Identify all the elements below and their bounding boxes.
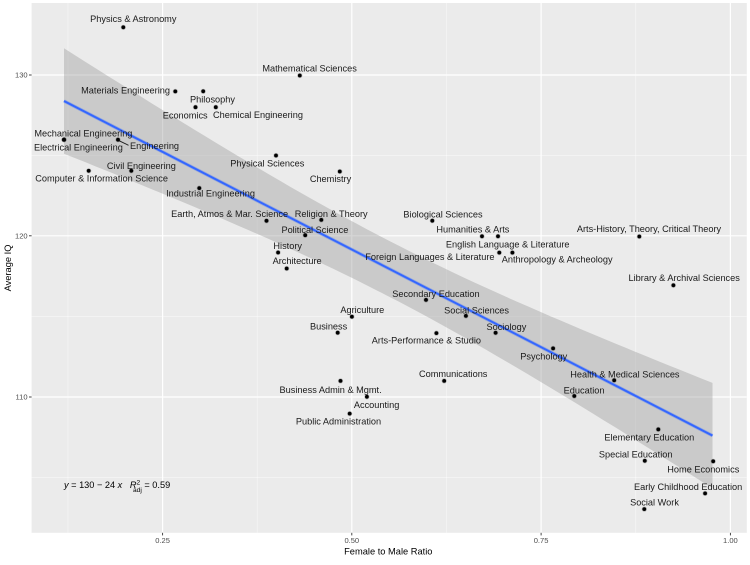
svg-text:Industrial Engineering: Industrial Engineering <box>166 188 255 198</box>
svg-text:English Language & Literature: English Language & Literature <box>446 239 570 249</box>
svg-text:Social Work: Social Work <box>630 498 679 508</box>
svg-text:Female to Male Ratio: Female to Male Ratio <box>344 546 432 556</box>
svg-text:Physics & Astronomy: Physics & Astronomy <box>90 14 177 24</box>
svg-text:1.00: 1.00 <box>723 536 738 545</box>
svg-text:Humanities & Arts: Humanities & Arts <box>436 225 509 235</box>
svg-text:Secondary Education: Secondary Education <box>392 289 479 299</box>
svg-text:Computer & Information Science: Computer & Information Science <box>35 173 168 183</box>
svg-text:Engineering: Engineering <box>130 141 179 151</box>
svg-text:Library & Archival Sciences: Library & Archival Sciences <box>629 273 741 283</box>
svg-text:History: History <box>273 241 302 251</box>
svg-text:0.50: 0.50 <box>344 536 359 545</box>
svg-text:Anthropology & Archeology: Anthropology & Archeology <box>502 255 613 265</box>
svg-text:Health & Medical Sciences: Health & Medical Sciences <box>570 370 680 380</box>
svg-text:Accounting: Accounting <box>354 400 399 410</box>
svg-text:Psychology: Psychology <box>520 351 567 361</box>
svg-text:Agriculture: Agriculture <box>340 305 384 315</box>
svg-text:Materials Engineering: Materials Engineering <box>81 86 170 96</box>
svg-text:Public Administration: Public Administration <box>296 416 381 426</box>
svg-text:Business: Business <box>310 321 348 331</box>
svg-text:Religion & Theory: Religion & Theory <box>295 209 368 219</box>
svg-text:Arts-History, Theory, Critical: Arts-History, Theory, Critical Theory <box>577 224 722 234</box>
svg-text:Economics: Economics <box>163 111 208 121</box>
svg-text:Communications: Communications <box>419 369 488 379</box>
svg-text:Mechanical Engineering: Mechanical Engineering <box>34 128 132 138</box>
svg-text:Architecture: Architecture <box>273 256 322 266</box>
svg-text:Physical Sciences: Physical Sciences <box>230 159 304 169</box>
svg-text:Arts-Performance & Studio: Arts-Performance & Studio <box>372 336 481 346</box>
svg-text:130: 130 <box>15 71 28 80</box>
svg-text:Sociology: Sociology <box>486 322 526 332</box>
svg-text:Early Childhood Education: Early Childhood Education <box>634 482 742 492</box>
svg-text:Political Science: Political Science <box>281 225 348 235</box>
svg-text:110: 110 <box>16 393 28 402</box>
svg-text:Business Admin & Mgmt.: Business Admin & Mgmt. <box>280 385 382 395</box>
svg-text:Elementary Education: Elementary Education <box>604 433 694 443</box>
svg-text:Average IQ: Average IQ <box>3 245 13 292</box>
svg-text:Biological Sciences: Biological Sciences <box>403 209 483 219</box>
svg-text:0.75: 0.75 <box>534 536 549 545</box>
svg-text:Civil Engineering: Civil Engineering <box>107 161 176 171</box>
svg-text:Foreign Languages & Literature: Foreign Languages & Literature <box>365 252 494 262</box>
svg-text:Mathematical Sciences: Mathematical Sciences <box>262 63 357 73</box>
svg-text:Earth, Atmos & Mar. Science: Earth, Atmos & Mar. Science <box>171 209 288 219</box>
svg-text:Home Economics: Home Economics <box>667 465 739 475</box>
svg-text:Chemical Engineering: Chemical Engineering <box>213 110 303 120</box>
svg-text:Electrical Engineering: Electrical Engineering <box>34 143 123 153</box>
svg-text:Education: Education <box>564 385 605 395</box>
svg-text:120: 120 <box>15 231 28 240</box>
svg-text:Social Sciences: Social Sciences <box>444 305 509 315</box>
svg-text:Philosophy: Philosophy <box>190 95 235 105</box>
svg-text:Special Education: Special Education <box>599 450 673 460</box>
svg-text:0.25: 0.25 <box>155 536 170 545</box>
svg-text:Chemistry: Chemistry <box>310 174 352 184</box>
